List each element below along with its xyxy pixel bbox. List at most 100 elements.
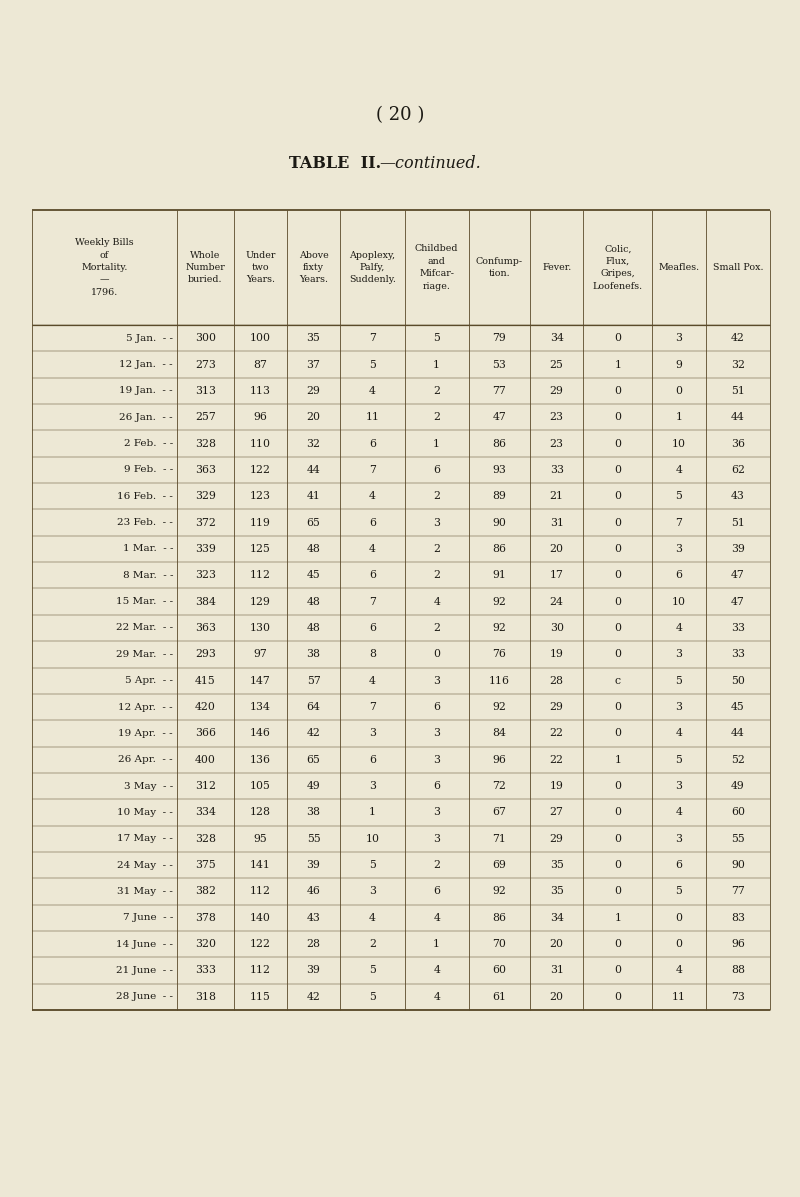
Text: 0: 0 bbox=[614, 649, 622, 660]
Text: 0: 0 bbox=[614, 464, 622, 475]
Text: 88: 88 bbox=[731, 966, 745, 976]
Text: 89: 89 bbox=[493, 491, 506, 502]
Text: 0: 0 bbox=[614, 517, 622, 528]
Text: 36: 36 bbox=[731, 438, 745, 449]
Text: 6: 6 bbox=[433, 464, 440, 475]
Text: 112: 112 bbox=[250, 966, 270, 976]
Text: 31 May  - -: 31 May - - bbox=[118, 887, 173, 895]
Text: 5: 5 bbox=[369, 359, 376, 370]
Text: 50: 50 bbox=[731, 675, 745, 686]
Text: 15 Mar.  - -: 15 Mar. - - bbox=[116, 597, 173, 606]
Text: 19 Apr.  - -: 19 Apr. - - bbox=[118, 729, 173, 737]
Text: 147: 147 bbox=[250, 675, 270, 686]
Text: 20: 20 bbox=[550, 940, 564, 949]
Text: 60: 60 bbox=[731, 808, 745, 818]
Text: 32: 32 bbox=[731, 359, 745, 370]
Text: 5 Apr.  - -: 5 Apr. - - bbox=[125, 676, 173, 685]
Text: 28: 28 bbox=[306, 940, 321, 949]
Text: 4: 4 bbox=[369, 675, 376, 686]
Text: 333: 333 bbox=[195, 966, 216, 976]
Text: 92: 92 bbox=[493, 887, 506, 897]
Text: 2: 2 bbox=[433, 570, 440, 581]
Text: 7: 7 bbox=[675, 517, 682, 528]
Text: 257: 257 bbox=[195, 412, 216, 423]
Text: 34: 34 bbox=[550, 333, 564, 344]
Text: 38: 38 bbox=[306, 649, 321, 660]
Text: 55: 55 bbox=[306, 834, 321, 844]
Text: Childbed
and
Mifcar-
riage.: Childbed and Mifcar- riage. bbox=[415, 244, 458, 291]
Text: 35: 35 bbox=[550, 887, 564, 897]
Text: 0: 0 bbox=[614, 940, 622, 949]
Text: TABLE  II.: TABLE II. bbox=[289, 154, 381, 171]
Text: 43: 43 bbox=[306, 913, 321, 923]
Text: 44: 44 bbox=[731, 728, 745, 739]
Text: 90: 90 bbox=[731, 861, 745, 870]
Text: 45: 45 bbox=[306, 570, 321, 581]
Text: 1: 1 bbox=[369, 808, 376, 818]
Text: 1: 1 bbox=[433, 438, 440, 449]
Text: 76: 76 bbox=[493, 649, 506, 660]
Text: 48: 48 bbox=[306, 543, 321, 554]
Text: 0: 0 bbox=[614, 701, 622, 712]
Text: 3: 3 bbox=[675, 543, 682, 554]
Text: 100: 100 bbox=[250, 333, 270, 344]
Text: 22 Mar.  - -: 22 Mar. - - bbox=[116, 624, 173, 632]
Text: 378: 378 bbox=[195, 913, 216, 923]
Text: 9 Feb.  - -: 9 Feb. - - bbox=[124, 466, 173, 474]
Text: 92: 92 bbox=[493, 701, 506, 712]
Text: Fever.: Fever. bbox=[542, 263, 571, 272]
Text: 93: 93 bbox=[493, 464, 506, 475]
Text: 96: 96 bbox=[254, 412, 267, 423]
Text: 35: 35 bbox=[550, 861, 564, 870]
Text: Confump-
tion.: Confump- tion. bbox=[476, 256, 523, 278]
Text: 38: 38 bbox=[306, 808, 321, 818]
Text: 4: 4 bbox=[369, 543, 376, 554]
Text: 26 Jan.  - -: 26 Jan. - - bbox=[119, 413, 173, 421]
Text: 25: 25 bbox=[550, 359, 564, 370]
Text: 130: 130 bbox=[250, 622, 270, 633]
Text: 47: 47 bbox=[731, 570, 745, 581]
Text: 52: 52 bbox=[731, 755, 745, 765]
Text: 141: 141 bbox=[250, 861, 270, 870]
Text: 48: 48 bbox=[306, 622, 321, 633]
Text: 37: 37 bbox=[306, 359, 321, 370]
Text: 53: 53 bbox=[493, 359, 506, 370]
Text: 62: 62 bbox=[731, 464, 745, 475]
Text: 0: 0 bbox=[614, 570, 622, 581]
Text: 0: 0 bbox=[614, 385, 622, 396]
Text: 128: 128 bbox=[250, 808, 270, 818]
Text: 323: 323 bbox=[195, 570, 216, 581]
Text: 273: 273 bbox=[195, 359, 216, 370]
Text: 5: 5 bbox=[675, 887, 682, 897]
Text: 4: 4 bbox=[369, 385, 376, 396]
Text: 42: 42 bbox=[306, 728, 321, 739]
Text: 27: 27 bbox=[550, 808, 564, 818]
Text: 6: 6 bbox=[675, 861, 682, 870]
Text: 0: 0 bbox=[614, 861, 622, 870]
Text: 83: 83 bbox=[731, 913, 745, 923]
Text: 29: 29 bbox=[550, 701, 564, 712]
Text: 5: 5 bbox=[675, 755, 682, 765]
Text: 10 May  - -: 10 May - - bbox=[118, 808, 173, 816]
Text: 4: 4 bbox=[434, 992, 440, 1002]
Text: 7: 7 bbox=[369, 596, 376, 607]
Text: 84: 84 bbox=[493, 728, 506, 739]
Text: 30: 30 bbox=[550, 622, 564, 633]
Text: 3: 3 bbox=[369, 887, 376, 897]
Text: 6: 6 bbox=[433, 887, 440, 897]
Text: 33: 33 bbox=[731, 649, 745, 660]
Text: 400: 400 bbox=[195, 755, 216, 765]
Text: 4: 4 bbox=[434, 966, 440, 976]
Text: 6: 6 bbox=[369, 570, 376, 581]
Text: 1 Mar.  - -: 1 Mar. - - bbox=[122, 545, 173, 553]
Text: 3: 3 bbox=[433, 808, 440, 818]
Text: 96: 96 bbox=[493, 755, 506, 765]
Text: 0: 0 bbox=[614, 438, 622, 449]
Text: 44: 44 bbox=[306, 464, 321, 475]
Text: 4: 4 bbox=[434, 913, 440, 923]
Text: 67: 67 bbox=[493, 808, 506, 818]
Text: 45: 45 bbox=[731, 701, 745, 712]
Text: 0: 0 bbox=[675, 385, 682, 396]
Text: 72: 72 bbox=[493, 782, 506, 791]
Text: 19 Jan.  - -: 19 Jan. - - bbox=[119, 387, 173, 395]
